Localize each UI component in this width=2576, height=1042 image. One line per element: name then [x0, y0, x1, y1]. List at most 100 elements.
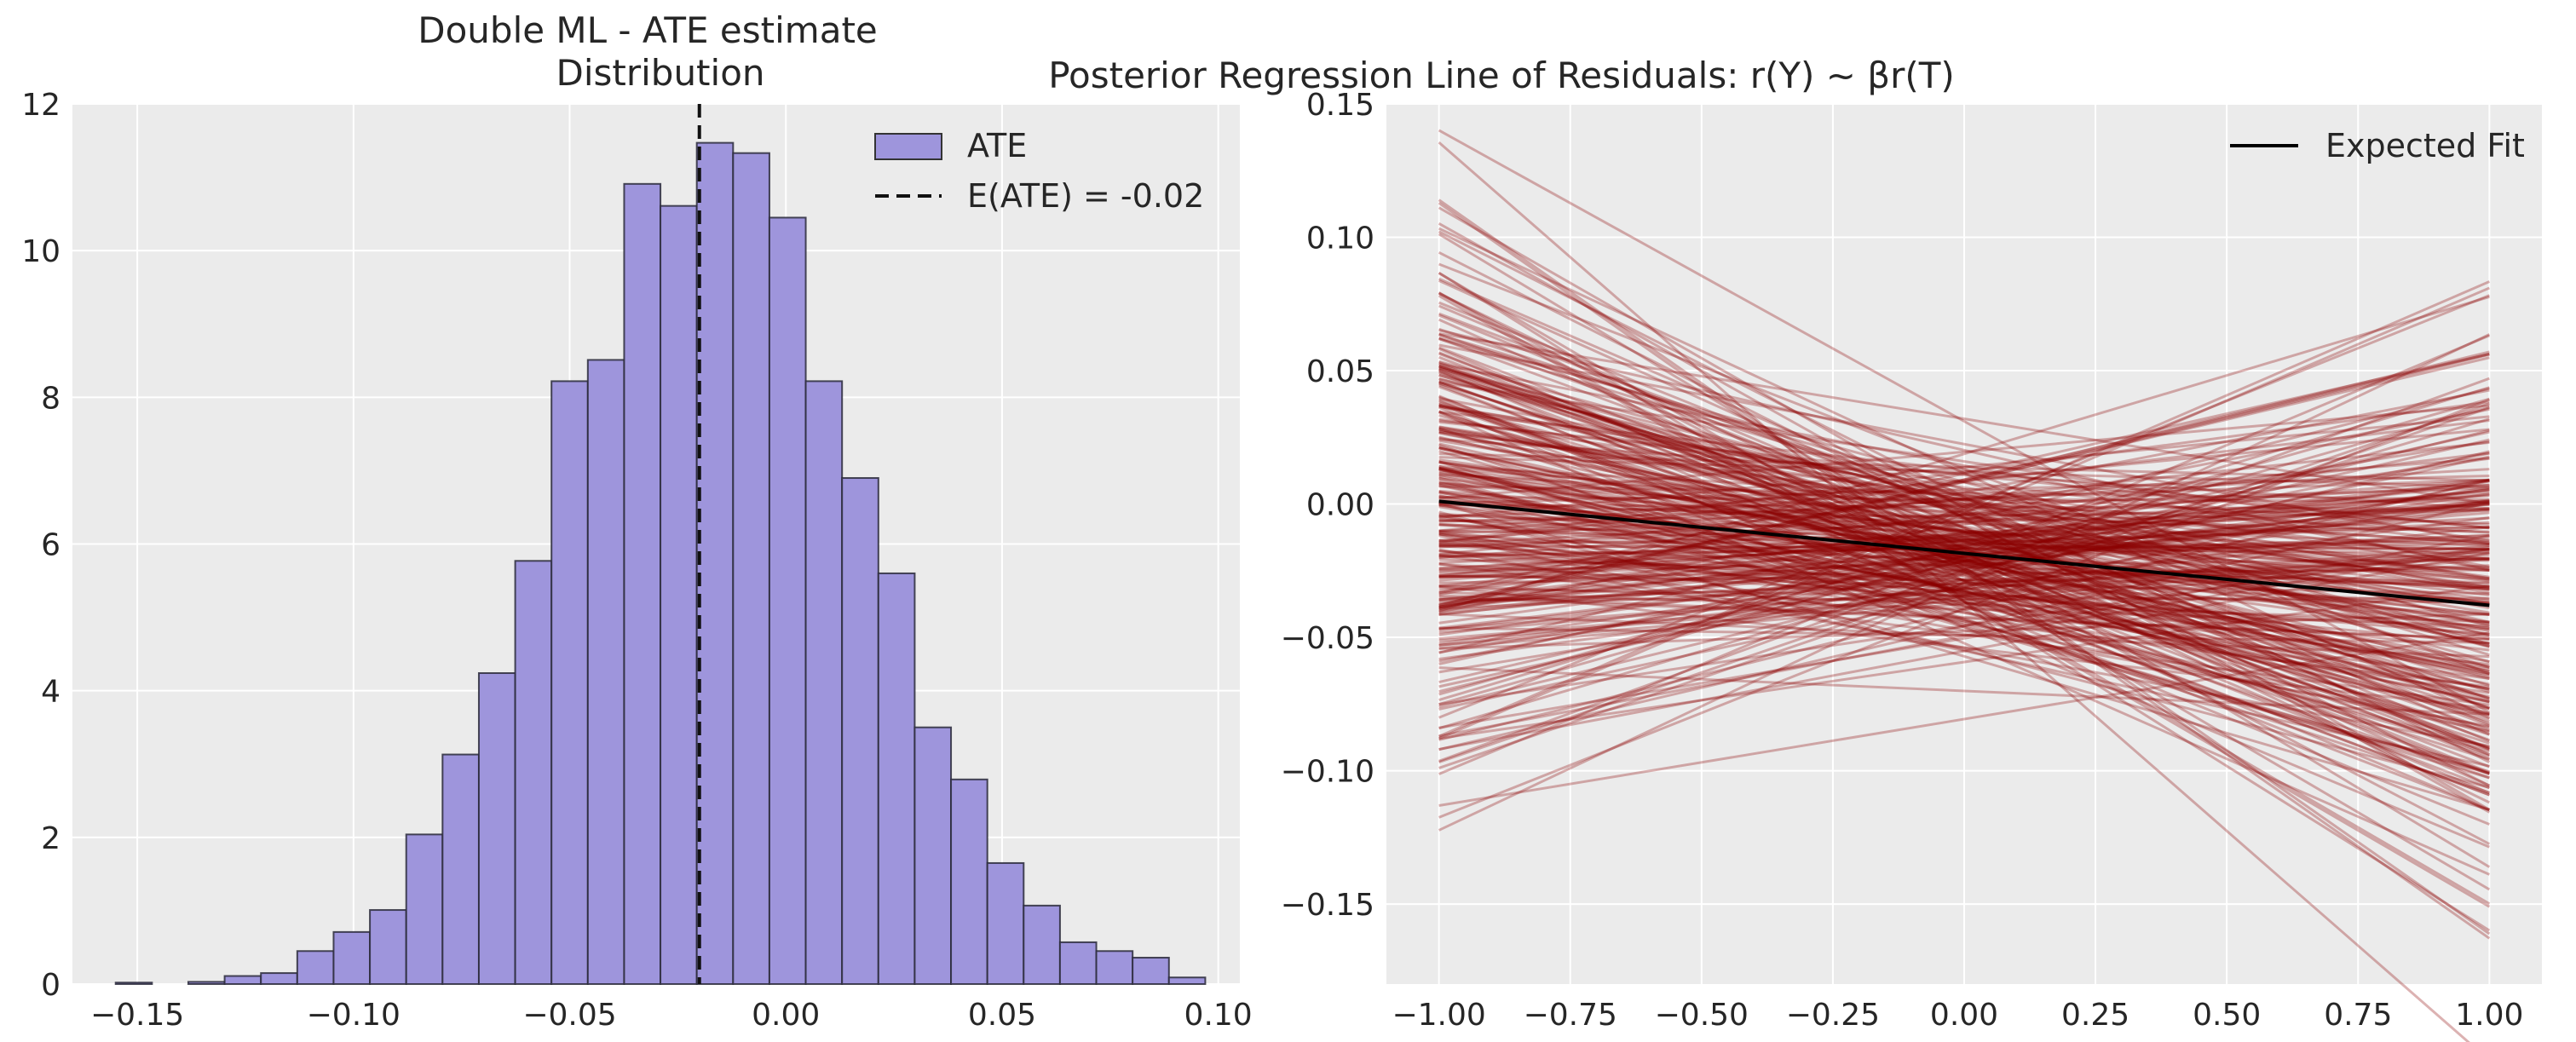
regression-y-ticks: 0.15 0.10 0.05 0.00 −0.05 −0.10 −0.15 — [1281, 88, 1374, 923]
posterior-line — [1438, 562, 2490, 630]
histogram-y-ticks: 0 2 4 6 8 10 12 — [21, 88, 61, 1003]
posterior-line — [1438, 430, 2490, 561]
posterior-line — [1438, 483, 2490, 546]
posterior-line — [1438, 443, 2490, 794]
x-tick-label: −0.75 — [1524, 998, 1617, 1033]
posterior-line — [1438, 353, 2490, 607]
histogram-bar — [877, 572, 916, 986]
posterior-line — [1438, 382, 2490, 716]
posterior-line — [1438, 230, 2491, 763]
posterior-line — [1438, 490, 2490, 638]
posterior-line — [1438, 332, 2490, 505]
posterior-line — [1438, 389, 2490, 596]
posterior-line — [1438, 539, 2490, 666]
posterior-line — [1438, 503, 2490, 631]
posterior-line — [1438, 504, 2490, 616]
posterior-line — [1438, 488, 2490, 608]
posterior-line — [1438, 425, 2490, 606]
x-tick-label: −0.10 — [307, 998, 401, 1033]
posterior-line — [1438, 500, 2490, 579]
posterior-line — [1438, 314, 2490, 743]
posterior-line — [1438, 291, 2491, 906]
posterior-line — [1438, 428, 2490, 533]
posterior-line — [1438, 666, 2490, 716]
posterior-line — [1438, 485, 2490, 501]
histogram-bar — [405, 833, 444, 986]
posterior-line — [1438, 337, 2490, 657]
posterior-line — [1438, 452, 2490, 482]
posterior-line — [1438, 475, 2490, 505]
posterior-line — [1438, 471, 2490, 624]
histogram-bar — [1023, 904, 1061, 986]
histogram-bar — [550, 380, 589, 985]
posterior-line — [1438, 498, 2490, 617]
posterior-line — [1438, 547, 2490, 729]
posterior-line — [1438, 329, 2490, 572]
posterior-line — [1438, 455, 2490, 688]
posterior-line — [1438, 397, 2490, 592]
posterior-line — [1438, 141, 2470, 1042]
histogram-bar — [514, 560, 553, 986]
posterior-line — [1438, 369, 2490, 811]
x-tick-label: −0.50 — [1655, 998, 1749, 1033]
posterior-line — [1438, 429, 2490, 579]
posterior-line — [1438, 413, 2490, 704]
posterior-line — [1438, 360, 2490, 648]
posterior-line — [1438, 406, 2490, 769]
posterior-line — [1438, 516, 2490, 573]
histogram-bar — [369, 909, 407, 985]
y-tick-label: 8 — [41, 381, 61, 416]
posterior-line — [1438, 538, 2490, 558]
x-tick-label: 0.75 — [2324, 998, 2392, 1033]
histogram-bar — [841, 477, 879, 985]
posterior-line — [1438, 407, 2490, 613]
posterior-line — [1438, 506, 2490, 613]
posterior-line — [1438, 301, 2490, 726]
posterior-line — [1438, 440, 2490, 608]
posterior-line — [1438, 509, 2490, 534]
posterior-line — [1438, 368, 2490, 688]
y-tick-label: 0 — [41, 968, 61, 1003]
posterior-line — [1438, 613, 2490, 659]
posterior-line — [1438, 496, 2490, 504]
posterior-line — [1438, 483, 2490, 588]
posterior-line — [1438, 529, 2490, 551]
posterior-line — [1438, 480, 2490, 611]
posterior-line — [1438, 387, 2490, 654]
posterior-line — [1438, 494, 2490, 617]
posterior-line — [1438, 531, 2490, 694]
posterior-line — [1438, 450, 2490, 708]
posterior-line — [1438, 596, 2490, 602]
posterior-line — [1438, 129, 2491, 714]
histogram-bar — [1095, 950, 1134, 985]
posterior-line — [1438, 343, 2490, 544]
posterior-line — [1438, 395, 2490, 797]
posterior-line — [1438, 222, 2491, 814]
y-tick-label: 0.00 — [1306, 488, 1374, 523]
posterior-line — [1438, 512, 2490, 572]
histogram-subtitle: Distribution — [556, 52, 764, 94]
posterior-line — [1438, 557, 2490, 572]
posterior-line — [1438, 466, 2490, 546]
posterior-line — [1438, 420, 2490, 530]
posterior-line — [1438, 494, 2490, 703]
y-tick-label: 4 — [41, 675, 61, 710]
histogram-bar — [950, 778, 988, 986]
posterior-line — [1438, 469, 2490, 626]
posterior-line — [1438, 360, 2490, 732]
legend-ate-swatch — [874, 133, 942, 160]
posterior-line — [1438, 514, 2490, 550]
posterior-line — [1438, 492, 2490, 645]
posterior-line — [1438, 477, 2490, 601]
posterior-line — [1438, 402, 2490, 763]
posterior-line — [1438, 499, 2490, 674]
posterior-line — [1438, 370, 2490, 775]
posterior-line — [1438, 476, 2490, 774]
posterior-line — [1438, 488, 2490, 593]
posterior-line — [1438, 430, 2490, 665]
posterior-line — [1438, 558, 2490, 584]
posterior-line — [1438, 425, 2490, 588]
posterior-line — [1438, 380, 2490, 749]
posterior-line — [1438, 503, 2490, 533]
